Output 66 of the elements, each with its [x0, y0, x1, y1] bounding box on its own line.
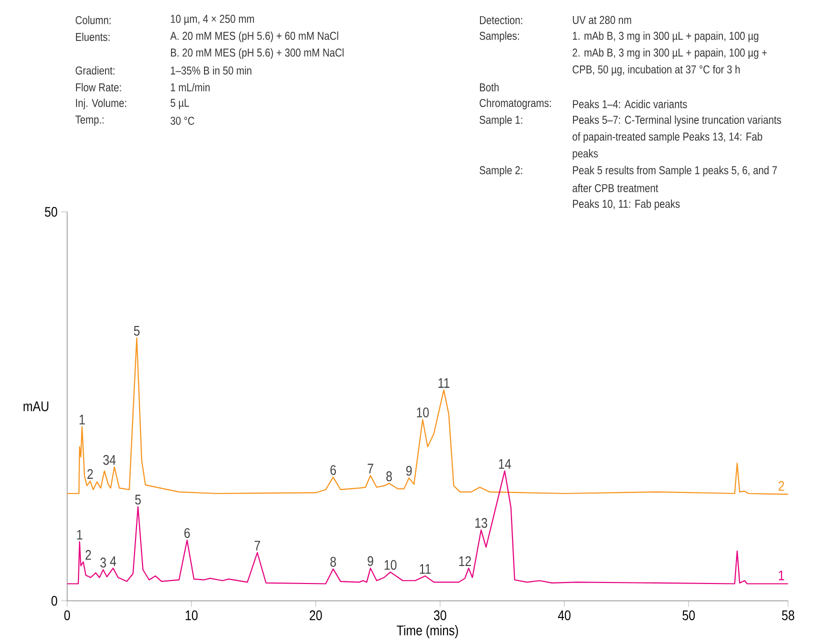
text: Peaks 5–7: C-Terminal lysine truncation variants [573, 115, 782, 126]
text: 1–35% B in 50 min [170, 66, 252, 75]
series-label: 1 [778, 570, 784, 580]
annotation: 34 [103, 454, 116, 465]
text: Sample 1: [480, 115, 522, 126]
annotation: 8 [330, 556, 336, 567]
series-label: 2 [778, 481, 784, 491]
annotation: 4 [110, 556, 116, 566]
x-tick-label: 50 [682, 610, 695, 620]
y-axis-title: mAU [24, 402, 48, 412]
annotation: 12 [459, 556, 471, 566]
text: 30 °C [170, 116, 194, 125]
text: peaks [572, 149, 598, 160]
line-series [66, 337, 789, 495]
x-tick-label: 40 [558, 610, 570, 620]
annotation: 5 [135, 494, 141, 505]
annotation: 9 [406, 466, 412, 476]
text: Inj. Volume: [76, 98, 126, 110]
annotation: 2 [86, 550, 91, 560]
annotation: 13 [475, 518, 488, 528]
text: Peaks 10, 11: Fab peaks [573, 199, 680, 210]
text: Samples: [480, 31, 519, 42]
text: UV at 280 nm [572, 16, 632, 24]
annotation: 11 [420, 564, 431, 574]
x-axis-title: Time (mins) [396, 625, 458, 638]
text: of papain-treated sample Peaks 13, 14: Fab [572, 132, 762, 143]
annotation: 6 [184, 528, 190, 538]
text: Flow Rate: [76, 82, 121, 92]
text: 1. mAb B, 3 mg in 300 µL + papain, 100 µg [572, 31, 758, 42]
x-tick-label: 0 [64, 610, 70, 620]
annotation: 1 [80, 414, 85, 424]
text: Detection: [480, 16, 522, 24]
annotation: 7 [254, 540, 260, 550]
annotation: 6 [330, 465, 336, 475]
annotation: 7 [368, 464, 374, 474]
annotation: 8 [386, 471, 392, 482]
text: Temp.: [75, 116, 104, 126]
annotation: 14 [499, 459, 511, 469]
text: Gradient: [76, 66, 114, 75]
text: Chromatograms: [480, 98, 551, 110]
annotation: 9 [368, 556, 374, 566]
annotation: 10 [384, 560, 396, 570]
annotation: 1 [77, 530, 82, 540]
text: Both [480, 82, 499, 92]
text: after CPB treatment [572, 184, 658, 192]
text: A. 20 mM MES (pH 5.6) + 60 mM NaCl [170, 31, 338, 42]
x-tick-label: 10 [186, 610, 198, 620]
text: Peak 5 results from Sample 1 peaks 5, 6, and 7 [573, 166, 777, 177]
annotation: 10 [416, 408, 429, 418]
annotation: 5 [134, 326, 140, 336]
text: Column: [76, 16, 111, 24]
annotation: 2 [87, 469, 93, 479]
x-tick-label: 20 [310, 610, 322, 620]
text: Peaks 1–4: Acidic variants [573, 100, 687, 108]
text: 2. mAb B, 3 mg in 300 µL + papain, 100 µg + [572, 48, 767, 59]
annotation: 3 [100, 558, 106, 568]
x-tick-label: 58 [782, 610, 794, 620]
x-tick-label: 30 [434, 610, 446, 620]
text: CPB, 50 µg, incubation at 37 °C for 3 h [572, 65, 740, 76]
text: 1 mL/min [170, 82, 210, 92]
text: B. 20 mM MES (pH 5.6) + 300 mM NaCl [171, 48, 344, 59]
text: 10 µm, 4 × 250 mm [170, 14, 254, 26]
text: 5 µL [170, 98, 190, 110]
text: Eluents: [76, 32, 110, 41]
annotation: 11 [438, 378, 450, 388]
text: Sample 2: [480, 166, 522, 177]
